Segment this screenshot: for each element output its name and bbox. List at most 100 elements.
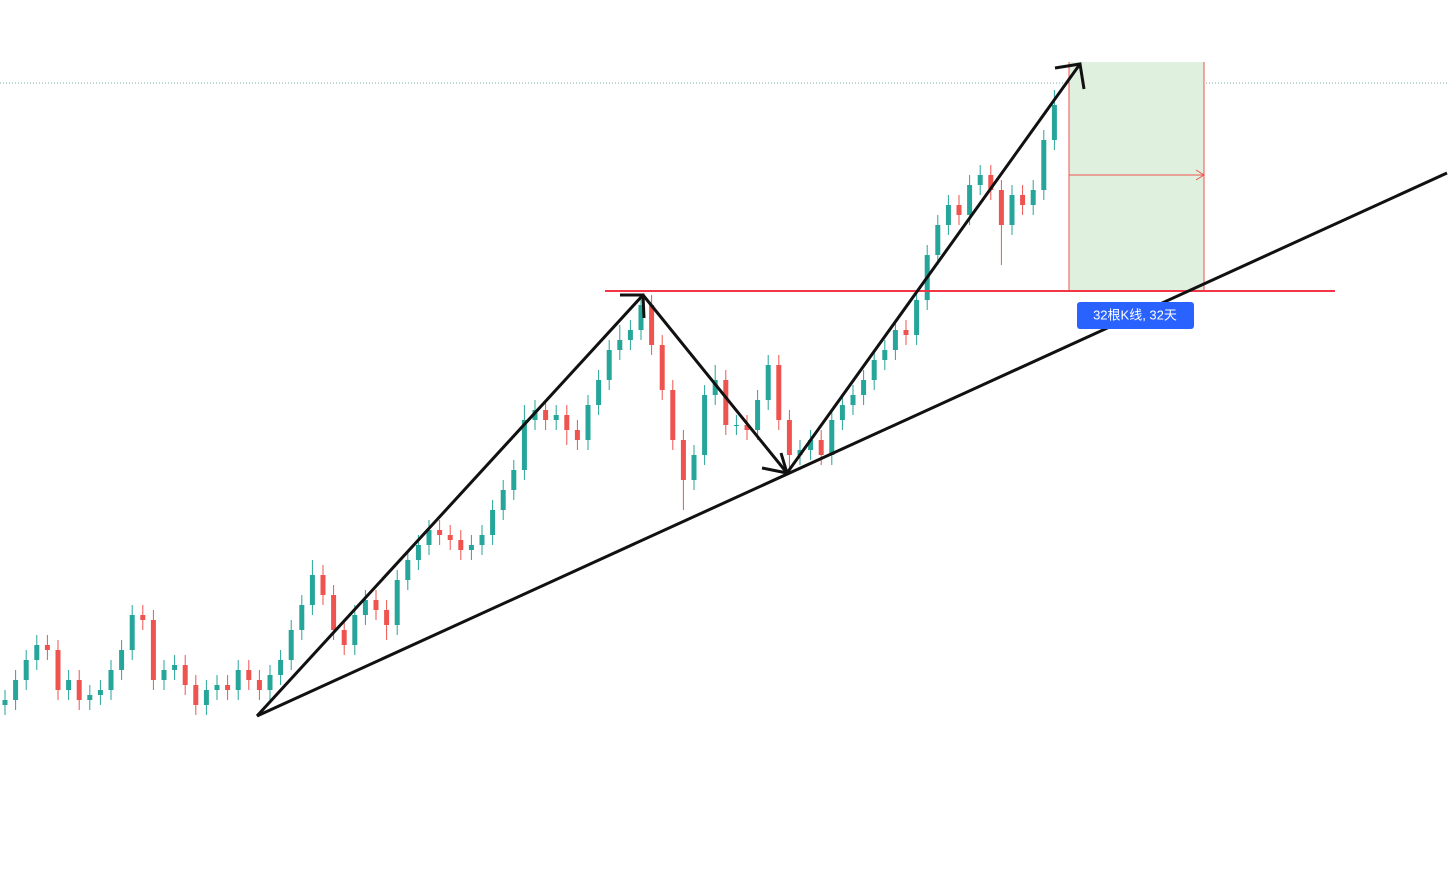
candle-body	[1020, 195, 1026, 205]
candle-body	[34, 645, 40, 660]
candle-body	[839, 405, 845, 420]
candle-body	[574, 430, 580, 440]
candle-body	[129, 615, 135, 650]
candle-body	[119, 650, 125, 670]
candle-body	[861, 380, 867, 395]
candle-body	[97, 690, 103, 695]
candle-body	[765, 365, 771, 400]
candle-body	[458, 540, 464, 550]
candle-body	[755, 400, 761, 430]
candle-body	[998, 190, 1004, 225]
candle-body	[161, 670, 167, 680]
candle-body	[341, 630, 347, 645]
candle-body	[1051, 105, 1057, 140]
candle-body	[808, 440, 814, 450]
candle-body	[108, 670, 114, 690]
candle-body	[585, 405, 591, 440]
annotation: 32根K线, 32天	[1093, 307, 1177, 322]
candle-body	[246, 670, 252, 680]
annotation-box	[1077, 302, 1194, 329]
candle-body	[150, 620, 156, 680]
arrow-head	[761, 452, 790, 475]
candle-body	[702, 395, 708, 455]
candle-body	[214, 685, 220, 690]
zigzag	[255, 63, 1082, 718]
candle-body	[331, 595, 337, 630]
candle-body	[850, 395, 856, 405]
candle-body	[892, 330, 898, 350]
candle-body	[225, 685, 231, 690]
candle-body	[437, 530, 443, 535]
candle-body	[87, 695, 93, 700]
candle-body	[405, 560, 411, 580]
candle-body	[967, 185, 973, 215]
candle-body	[882, 350, 888, 360]
candle-body	[776, 365, 782, 420]
candle-body	[256, 680, 262, 690]
candle-body	[935, 225, 941, 255]
candle-body	[352, 615, 358, 645]
candle-body	[193, 685, 199, 705]
candle-body	[691, 455, 697, 480]
candle-body	[956, 205, 962, 215]
candle-body	[670, 390, 676, 440]
candle-body	[723, 380, 729, 425]
candle-body	[1009, 195, 1015, 225]
candle-body	[384, 610, 390, 625]
candle-body	[447, 535, 453, 540]
candle-body	[988, 175, 994, 190]
arrow-head	[1054, 62, 1086, 90]
candle-body	[267, 675, 273, 690]
candles	[2, 90, 1057, 715]
candle-body	[829, 420, 835, 455]
candle-body	[1030, 190, 1036, 205]
candle-body	[1041, 140, 1047, 190]
candle-body	[2, 700, 8, 705]
candle-body	[299, 605, 305, 630]
candle-body	[659, 345, 665, 390]
candle-body	[511, 470, 517, 490]
candle-body	[490, 510, 496, 535]
candle-body	[468, 545, 474, 550]
candle-body	[638, 305, 644, 330]
candle-body	[786, 420, 792, 455]
candle-body	[712, 380, 718, 395]
candle-body	[744, 425, 750, 430]
trend-line	[256, 171, 1448, 718]
candle-body	[617, 340, 623, 350]
candle-body	[203, 690, 209, 705]
candle-body	[23, 660, 29, 680]
candle-body	[903, 330, 909, 335]
candle-body	[627, 330, 633, 340]
candle-body	[733, 425, 739, 426]
candle-body	[182, 665, 188, 685]
candle-body	[44, 645, 50, 650]
candle-body	[521, 420, 527, 470]
candle-body	[288, 630, 294, 660]
arrow-head	[620, 293, 646, 319]
candle-body	[553, 415, 559, 420]
candle-body	[362, 600, 368, 615]
candle-body	[543, 410, 549, 420]
candle-body	[140, 615, 146, 620]
candle-body	[649, 305, 655, 345]
candle-body	[479, 535, 485, 545]
range-box	[1069, 62, 1204, 290]
candle-body	[914, 300, 920, 335]
candle-body	[76, 680, 82, 700]
candle-body	[977, 175, 983, 185]
candle-body	[596, 380, 602, 405]
candle-body	[373, 600, 379, 610]
candle-body	[309, 575, 315, 605]
candle-body	[426, 530, 432, 545]
candle-body	[606, 350, 612, 380]
candle-body	[394, 580, 400, 625]
candle-body	[415, 545, 421, 560]
candle-body	[320, 575, 326, 595]
candle-body	[55, 650, 61, 690]
candle-body	[564, 415, 570, 430]
candle-body	[235, 670, 241, 690]
candle-body	[945, 205, 951, 225]
candle-body	[500, 490, 506, 510]
